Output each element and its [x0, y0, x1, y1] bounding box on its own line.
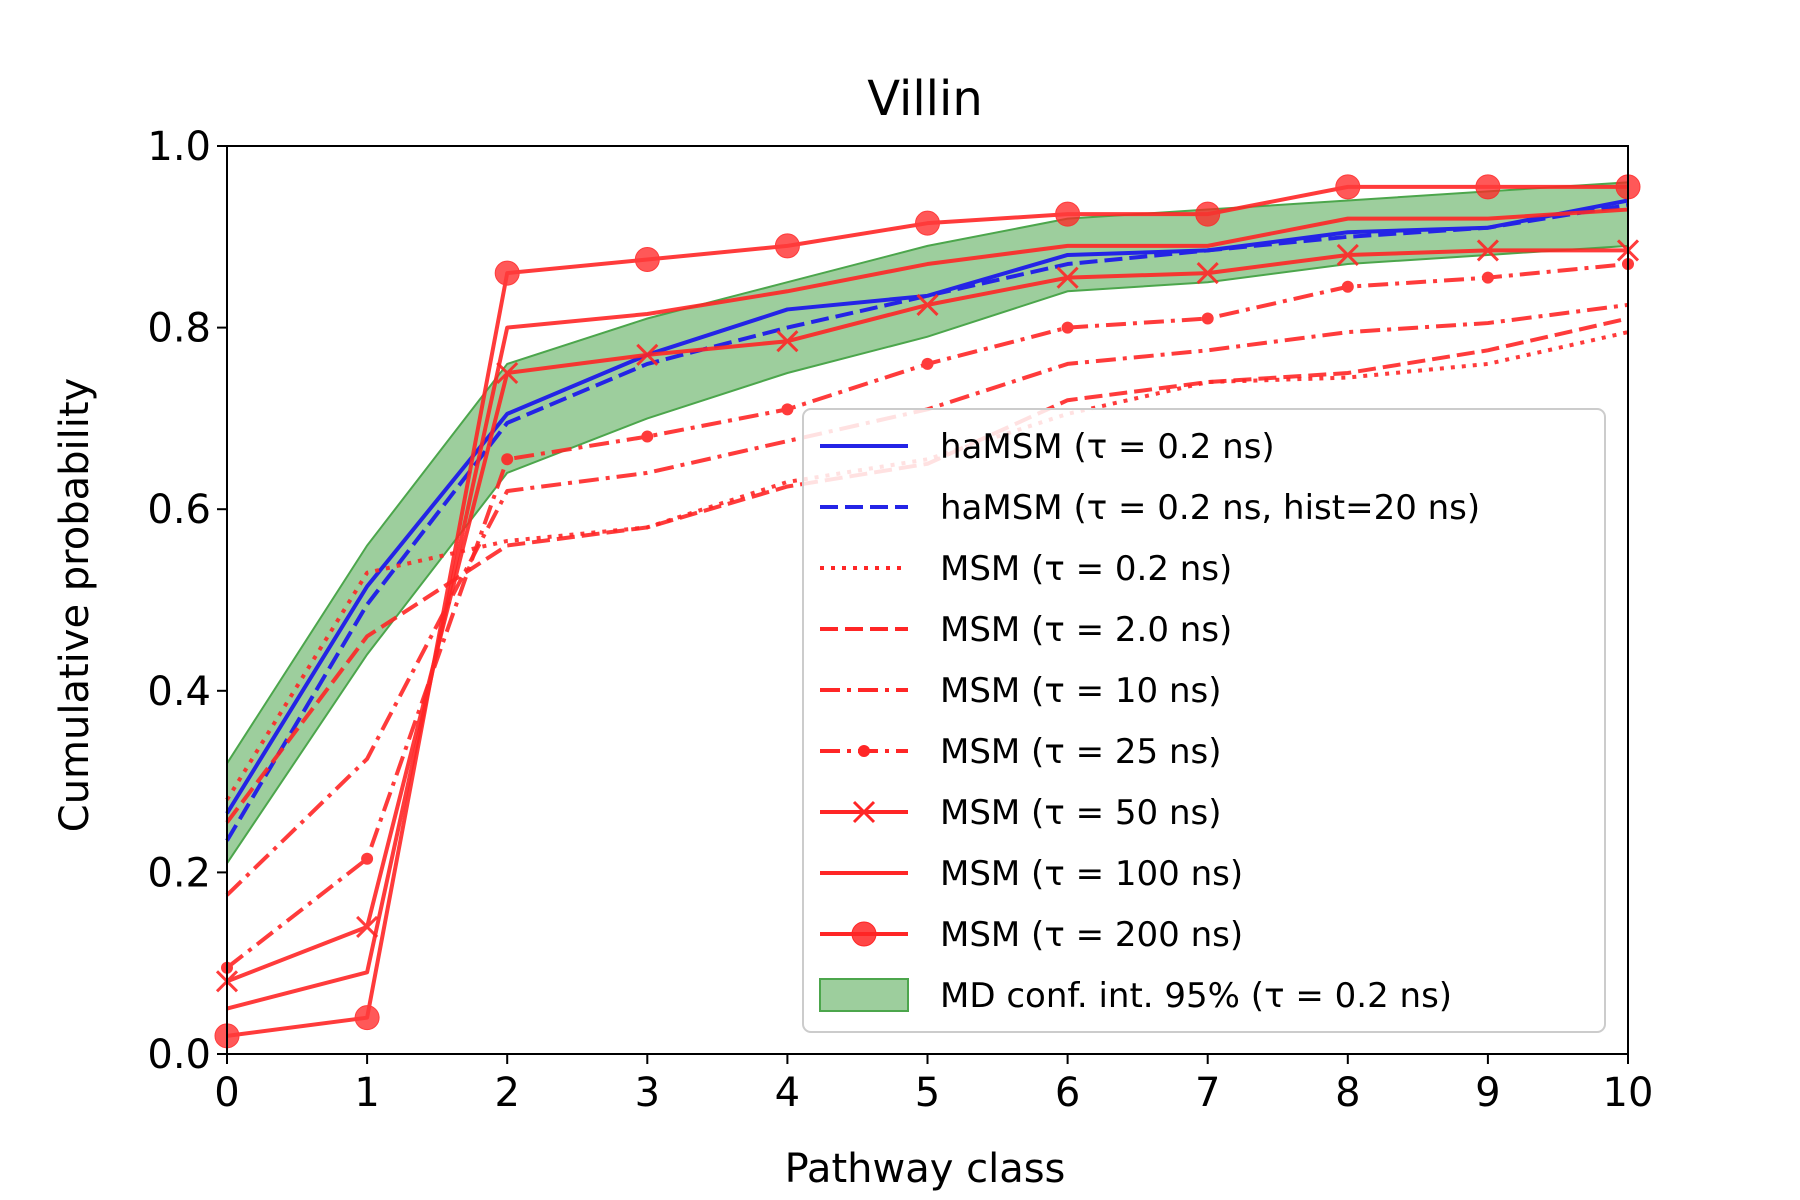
legend-item: haMSM (τ = 0.2 ns, hist=20 ns): [820, 488, 1480, 528]
x-tick-label: 2: [494, 1070, 519, 1116]
x-axis-label: Pathway class: [785, 1146, 1066, 1192]
data-point: [636, 343, 659, 366]
data-point: [1056, 266, 1079, 289]
legend-item: MSM (τ = 100 ns): [820, 854, 1243, 894]
legend-item: MSM (τ = 50 ns): [820, 793, 1222, 833]
data-point: [1201, 312, 1214, 325]
series-line: [225, 203, 1629, 842]
legend-item: MD conf. int. 95% (τ = 0.2 ns): [819, 976, 1452, 1016]
data-point: [1335, 174, 1361, 200]
data-point: [1061, 321, 1074, 334]
data-point: [354, 1005, 380, 1031]
legend-label: MSM (τ = 2.0 ns): [940, 610, 1232, 650]
series-1: [225, 203, 1629, 842]
data-point: [494, 260, 520, 286]
legend-marker: [851, 921, 877, 947]
y-axis: 0.0 0.2 0.4 0.6 0.8 1.0: [147, 124, 227, 1078]
legend-label: haMSM (τ = 0.2 ns, hist=20 ns): [940, 488, 1480, 528]
y-tick-label: 0.6: [147, 487, 211, 533]
series-0: [225, 198, 1629, 815]
x-tick-label: 5: [915, 1070, 940, 1116]
legend-label: MSM (τ = 100 ns): [940, 854, 1243, 894]
series-8: [214, 174, 1641, 1049]
legend: haMSM (τ = 0.2 ns) haMSM (τ = 0.2 ns, his…: [802, 408, 1606, 1033]
legend-frame: [802, 408, 1606, 1033]
data-point: [915, 210, 940, 236]
legend-item: haMSM (τ = 0.2 ns): [820, 427, 1275, 467]
data-point: [781, 403, 794, 416]
legend-label: MSM (τ = 0.2 ns): [940, 549, 1232, 589]
data-point: [634, 247, 660, 272]
legend-item: MSM (τ = 200 ns): [820, 915, 1243, 955]
data-point: [921, 357, 934, 370]
y-tick-label: 0.0: [147, 1032, 211, 1078]
x-axis: 0 1 2 3 4 5 6 7 8 9 10: [214, 1054, 1653, 1116]
series-line: [226, 207, 1629, 1011]
legend-label: MSM (τ = 25 ns): [940, 732, 1222, 772]
x-tick-label: 0: [214, 1070, 239, 1116]
legend-label: haMSM (τ = 0.2 ns): [940, 427, 1275, 467]
legend-marker: [852, 800, 876, 824]
data-point: [1055, 201, 1081, 227]
x-tick-label: 8: [1335, 1070, 1360, 1116]
legend-marker: [858, 745, 870, 757]
data-point: [1195, 201, 1221, 227]
legend-item: MSM (τ = 25 ns): [820, 732, 1222, 772]
y-tick-label: 0.8: [147, 306, 211, 352]
y-tick-label: 0.2: [147, 850, 211, 896]
legend-item: MSM (τ = 0.2 ns): [820, 549, 1232, 589]
legend-item: MSM (τ = 2.0 ns): [820, 610, 1232, 650]
data-point: [1341, 280, 1354, 293]
data-point: [1475, 174, 1501, 200]
data-point: [1196, 262, 1219, 285]
legend-label: MSM (τ = 50 ns): [940, 793, 1222, 833]
x-tick-label: 10: [1603, 1070, 1654, 1116]
data-point: [1476, 239, 1499, 262]
x-tick-label: 3: [635, 1070, 660, 1116]
data-point: [1481, 271, 1494, 284]
data-point: [776, 330, 799, 353]
legend-item: MSM (τ = 10 ns): [820, 671, 1222, 711]
chart-title: Villin: [867, 71, 983, 127]
x-tick-label: 4: [775, 1070, 800, 1116]
legend-label: MD conf. int. 95% (τ = 0.2 ns): [940, 976, 1452, 1016]
x-tick-label: 9: [1475, 1070, 1500, 1116]
data-point: [916, 293, 939, 316]
y-axis-label: Cumulative probability: [52, 378, 98, 832]
y-tick-label: 0.4: [147, 669, 211, 715]
series-7: [226, 207, 1629, 1011]
legend-label: MSM (τ = 200 ns): [940, 915, 1243, 955]
legend-label: MSM (τ = 10 ns): [940, 671, 1222, 711]
data-point: [1336, 243, 1359, 267]
series-line: [225, 198, 1629, 815]
y-tick-label: 1.0: [147, 124, 211, 170]
x-tick-label: 7: [1195, 1070, 1220, 1116]
data-point: [774, 233, 800, 259]
x-tick-label: 1: [354, 1070, 379, 1116]
data-point: [361, 852, 374, 865]
x-tick-label: 6: [1055, 1070, 1080, 1116]
data-point: [501, 453, 514, 466]
legend-swatch: [819, 978, 909, 1012]
data-point: [641, 430, 654, 443]
